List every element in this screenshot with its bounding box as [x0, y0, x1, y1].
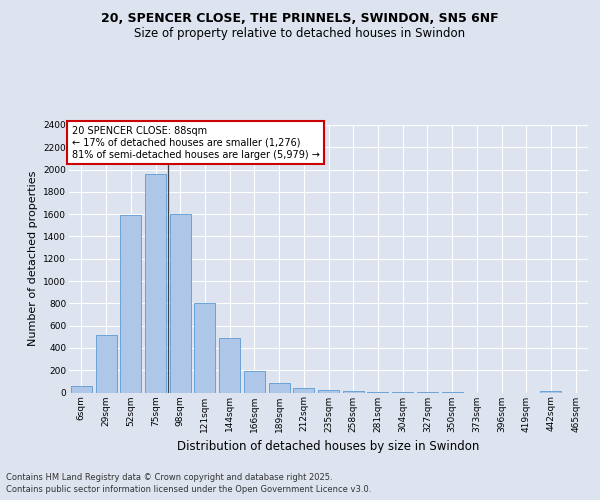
Text: Contains HM Land Registry data © Crown copyright and database right 2025.: Contains HM Land Registry data © Crown c… [6, 472, 332, 482]
Text: 20, SPENCER CLOSE, THE PRINNELS, SWINDON, SN5 6NF: 20, SPENCER CLOSE, THE PRINNELS, SWINDON… [101, 12, 499, 26]
Bar [293, 388, 314, 392]
Bar [269, 383, 290, 392]
Text: 20 SPENCER CLOSE: 88sqm
← 17% of detached houses are smaller (1,276)
81% of semi: 20 SPENCER CLOSE: 88sqm ← 17% of detache… [71, 126, 319, 160]
X-axis label: Distribution of detached houses by size in Swindon: Distribution of detached houses by size … [178, 440, 479, 453]
Bar [170, 214, 191, 392]
Bar [95, 334, 116, 392]
Y-axis label: Number of detached properties: Number of detached properties [28, 171, 38, 346]
Text: Contains public sector information licensed under the Open Government Licence v3: Contains public sector information licen… [6, 485, 371, 494]
Bar [194, 304, 215, 392]
Bar [318, 390, 339, 392]
Text: Size of property relative to detached houses in Swindon: Size of property relative to detached ho… [134, 28, 466, 40]
Bar [145, 174, 166, 392]
Bar [71, 386, 92, 392]
Bar [120, 216, 141, 392]
Bar [219, 338, 240, 392]
Bar [541, 391, 562, 392]
Bar [244, 371, 265, 392]
